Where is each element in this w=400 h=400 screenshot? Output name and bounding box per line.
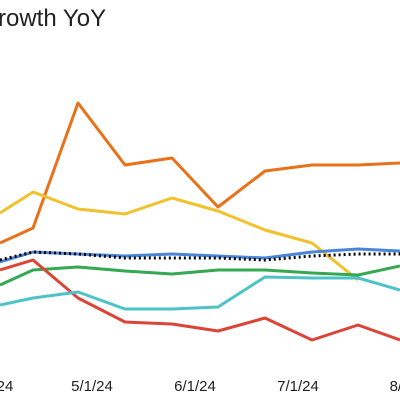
chart-title: rowth YoY	[0, 5, 106, 32]
x-tick-label: 24	[0, 378, 13, 395]
series-line	[0, 264, 400, 287]
series-line	[0, 275, 400, 311]
x-tick-label: 7/1/24	[277, 378, 319, 395]
series-line	[0, 101, 400, 245]
series-line	[0, 258, 400, 342]
series-line	[0, 250, 400, 262]
x-tick-label: 5/1/24	[71, 378, 113, 395]
x-tick-label: 8/1	[390, 378, 400, 395]
series-line	[0, 190, 359, 282]
x-tick-label: 6/1/24	[174, 378, 216, 395]
